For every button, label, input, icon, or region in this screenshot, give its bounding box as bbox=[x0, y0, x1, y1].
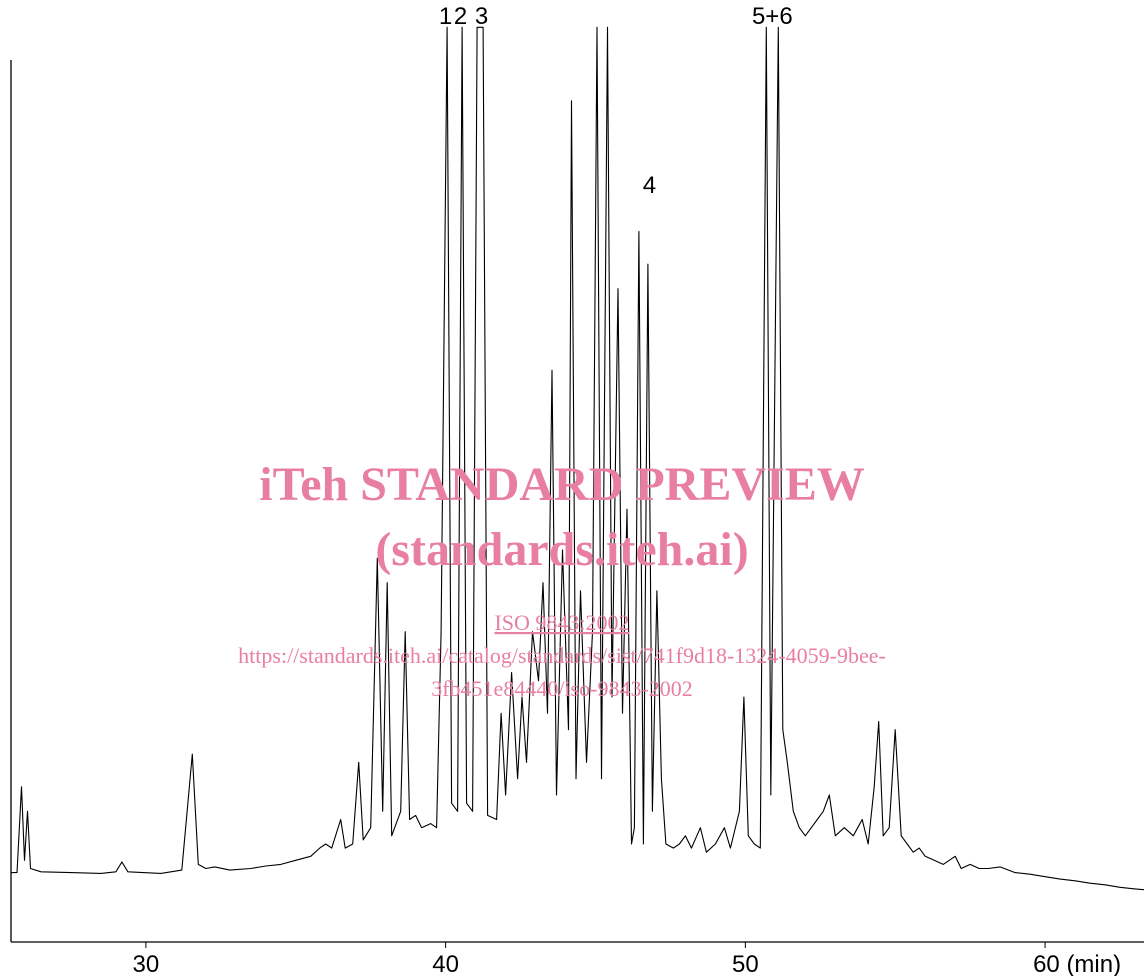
peak-label: 3 bbox=[475, 3, 488, 30]
watermark-url-line1: https://standards.iteh.ai/catalog/standa… bbox=[238, 643, 886, 668]
peak-label: 1 bbox=[439, 3, 452, 30]
peak-label: 4 bbox=[643, 172, 656, 199]
peak-labels: 1 2 3 4 5+6 bbox=[439, 3, 793, 199]
x-ticks: 30 40 50 60 (min) bbox=[133, 942, 1122, 976]
x-tick-label: 60 (min) bbox=[1033, 951, 1121, 976]
peak-label: 2 bbox=[454, 3, 467, 30]
peak-label: 5+6 bbox=[752, 3, 793, 30]
x-tick-label: 30 bbox=[133, 951, 160, 976]
x-tick-label: 40 bbox=[432, 951, 459, 976]
watermark-url-line2: 3fb451e84440/iso-9843-2002 bbox=[431, 676, 693, 701]
watermark-title: iTeh STANDARD PREVIEW bbox=[259, 458, 864, 511]
x-tick-label: 50 bbox=[732, 951, 759, 976]
watermark-standard-link[interactable]: ISO 9843:2002 bbox=[494, 610, 629, 635]
watermark-subtitle: (standards.iteh.ai) bbox=[375, 523, 748, 576]
